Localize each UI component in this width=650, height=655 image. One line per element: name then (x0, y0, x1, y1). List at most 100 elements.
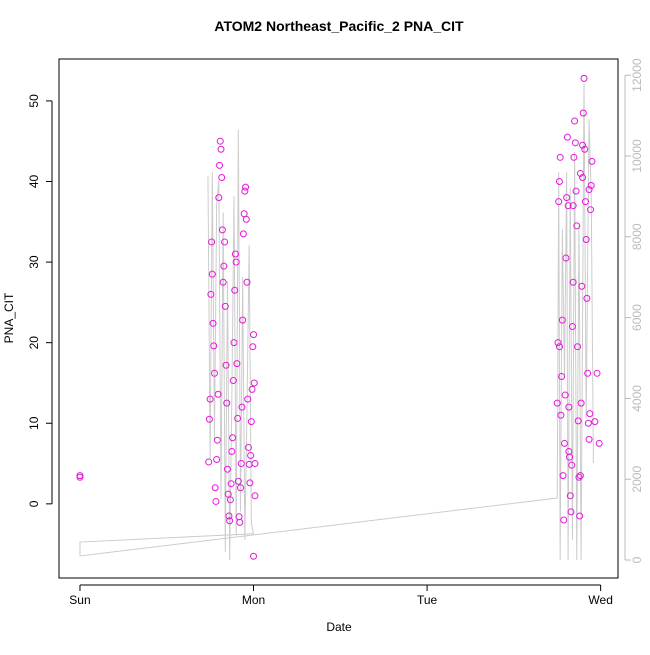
data-point (571, 117, 579, 125)
data-point (244, 395, 252, 403)
data-point (575, 473, 583, 481)
data-point (576, 512, 584, 520)
data-point (233, 360, 241, 368)
data-point (236, 518, 244, 526)
data-point (251, 460, 259, 468)
y2-tick-label: 10000 (630, 139, 644, 173)
data-point (553, 399, 561, 407)
y-tick-label: 40 (27, 175, 41, 189)
data-point (566, 492, 574, 500)
data-point (569, 278, 577, 286)
data-point (564, 202, 572, 210)
y-tick-label: 30 (27, 255, 41, 269)
data-point (574, 343, 582, 351)
data-point (555, 177, 563, 185)
y-axis-label: PNA_CIT (2, 292, 16, 343)
data-point (246, 479, 254, 487)
data-point (226, 517, 234, 525)
data-point (561, 391, 569, 399)
data-point (234, 414, 242, 422)
data-point (242, 183, 250, 191)
data-point (579, 173, 587, 181)
data-point (581, 198, 589, 206)
data-point (554, 339, 562, 347)
data-point (213, 436, 221, 444)
data-point (226, 496, 234, 504)
data-point (244, 443, 252, 451)
data-point (239, 230, 247, 238)
data-point (213, 456, 221, 464)
x-axis-label: Date (326, 620, 352, 634)
data-point (76, 473, 84, 481)
data-point (567, 508, 575, 516)
data-point (585, 435, 593, 443)
data-point (585, 186, 593, 194)
y2-tick-label: 8000 (630, 223, 644, 250)
data-point (568, 323, 576, 331)
data-point (215, 194, 223, 202)
data-point (572, 187, 580, 195)
data-point (231, 250, 239, 258)
data-point (242, 215, 250, 223)
data-point (220, 262, 228, 270)
data-point (555, 198, 563, 206)
data-point (587, 182, 595, 190)
data-point (568, 461, 576, 469)
y-tick-label: 10 (27, 416, 41, 430)
data-point (570, 153, 578, 161)
data-point (580, 74, 588, 82)
data-point (234, 477, 242, 485)
data-point (574, 417, 582, 425)
y-tick-label: 20 (27, 336, 41, 350)
data-point (558, 316, 566, 324)
data-point (221, 238, 229, 246)
data-point (584, 369, 592, 377)
data-point (250, 552, 258, 560)
data-point (588, 157, 596, 165)
y2-tick-label: 6000 (630, 304, 644, 331)
data-point (218, 173, 226, 181)
data-point (216, 161, 224, 169)
data-point (248, 385, 256, 393)
data-point (578, 282, 586, 290)
data-point (209, 319, 217, 327)
data-point (223, 465, 231, 473)
data-point (219, 278, 227, 286)
data-point (558, 373, 566, 381)
data-point (210, 369, 218, 377)
y-tick-label: 0 (27, 500, 41, 507)
data-point (562, 254, 570, 262)
data-point (583, 294, 591, 302)
data-point (582, 236, 590, 244)
data-point (212, 497, 220, 505)
data-point (210, 342, 218, 350)
data-point (230, 339, 238, 347)
data-point (586, 410, 594, 418)
data-point (208, 270, 216, 278)
data-point (250, 379, 258, 387)
data-point (247, 418, 255, 426)
y2-tick-label: 12000 (630, 58, 644, 92)
data-point (207, 290, 215, 298)
data-point (225, 512, 233, 520)
data-point (577, 399, 585, 407)
data-point (237, 460, 245, 468)
data-point (576, 169, 584, 177)
data-point (565, 447, 573, 455)
y2-tick-label: 0 (630, 556, 644, 563)
data-point (208, 238, 216, 246)
data-point (238, 403, 246, 411)
data-point (229, 434, 237, 442)
data-point (587, 206, 595, 214)
data-point (560, 516, 568, 524)
data-point (228, 447, 236, 455)
data-point (247, 452, 255, 460)
data-point (557, 411, 565, 419)
y2-tick-label: 2000 (630, 466, 644, 493)
data-point (241, 187, 249, 195)
data-point (206, 395, 214, 403)
data-point (205, 458, 213, 466)
data-point (218, 226, 226, 234)
